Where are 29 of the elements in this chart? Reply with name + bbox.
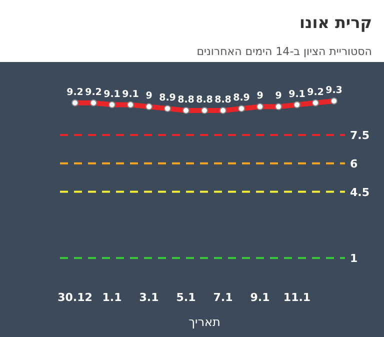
data-label: 8.8 <box>214 94 232 106</box>
chart-subtitle: הסטוריית הציון ב-14 הימים האחרונים <box>196 45 372 58</box>
ref-line-label: 6 <box>350 157 358 170</box>
data-label: 8.8 <box>196 94 214 106</box>
data-label: 9.2 <box>307 86 324 98</box>
ref-line-label: 1 <box>350 252 358 265</box>
data-label: 9.1 <box>288 88 306 100</box>
data-label: 9.2 <box>85 86 102 98</box>
x-tick-label: 3.1 <box>139 291 159 304</box>
data-label: 9 <box>275 90 282 102</box>
x-tick-label: 5.1 <box>176 291 196 304</box>
data-label: 9 <box>146 90 152 102</box>
data-label: 9.2 <box>66 86 84 98</box>
x-axis-title: תאריך <box>188 315 220 329</box>
ref-line-label: 4.5 <box>350 186 370 199</box>
data-label: 9.3 <box>326 85 342 96</box>
x-tick-label: 11.1 <box>283 291 311 304</box>
data-label: 8.8 <box>178 94 195 106</box>
chart-title: קרית אונו <box>299 13 372 32</box>
data-label: 8.9 <box>233 92 250 104</box>
x-tick-label: 9.1 <box>250 291 270 304</box>
x-tick-label: 1.1 <box>102 291 122 304</box>
x-tick-label: 7.1 <box>213 291 233 304</box>
data-label: 8.9 <box>159 92 176 104</box>
x-tick-label: 30.12 <box>58 291 92 304</box>
data-label: 9 <box>256 90 264 102</box>
ref-line-label: 7.5 <box>350 129 370 142</box>
data-label: 9.1 <box>104 88 120 100</box>
data-label: 9.1 <box>122 88 139 100</box>
